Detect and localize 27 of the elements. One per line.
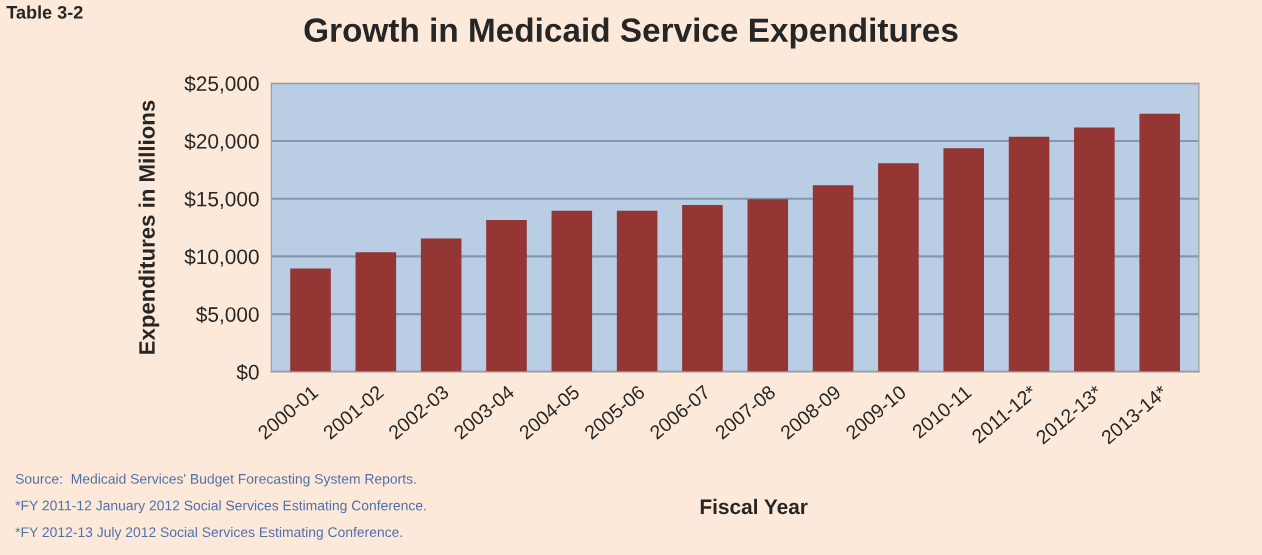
bar bbox=[682, 204, 723, 372]
bar bbox=[420, 238, 462, 372]
bar bbox=[616, 210, 658, 372]
chart-title: Growth in Medicaid Service Expenditures bbox=[304, 17, 958, 49]
bar bbox=[943, 148, 985, 372]
source-note: Source: Medicaid Services' Budget Forecasting System Reports. bbox=[15, 473, 416, 487]
y-tick-label: $10,000 bbox=[184, 248, 259, 267]
bar bbox=[551, 210, 593, 372]
caption: Table 3-2 bbox=[6, 5, 83, 19]
text: *FY 2011-12 January 2012 Social Services Estimating Conference. bbox=[15, 500, 426, 514]
text: *FY 2012-13 July 2012 Social Services Estimating Conference. bbox=[15, 526, 402, 540]
bar bbox=[812, 185, 854, 372]
bar bbox=[747, 199, 789, 372]
y-tick-label: $5,000 bbox=[196, 306, 259, 325]
bar bbox=[878, 163, 919, 372]
y-tick-label: $25,000 bbox=[184, 75, 259, 94]
y-tick-label: $15,000 bbox=[184, 190, 259, 209]
bar bbox=[486, 219, 527, 372]
bar bbox=[290, 268, 331, 372]
bar bbox=[355, 252, 397, 372]
bar bbox=[1139, 113, 1180, 372]
y-tick-label: $0 bbox=[236, 363, 259, 381]
x-axis-title: Fiscal Year bbox=[700, 498, 808, 515]
bar bbox=[1008, 136, 1050, 372]
y-tick-label: $20,000 bbox=[184, 133, 259, 152]
bar bbox=[1074, 127, 1115, 372]
y-axis-title: Expenditures in Millions bbox=[138, 100, 160, 354]
